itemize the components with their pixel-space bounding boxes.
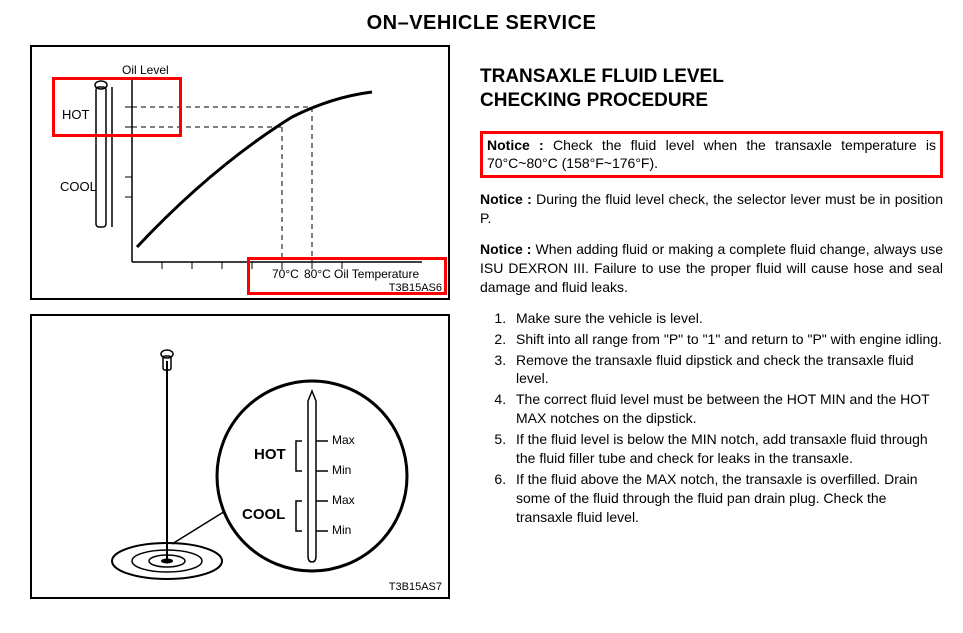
content-row: Oil Level HOT COOL 70°C 80°C Oil Tempera… <box>0 35 963 599</box>
dip-max1: Max <box>332 433 355 447</box>
notice-prefix-2: Notice : <box>480 191 532 207</box>
notice-2: Notice : During the fluid level check, t… <box>480 190 943 228</box>
highlight-hot-box <box>52 77 182 137</box>
step-4: The correct fluid level must be between … <box>510 390 943 428</box>
oil-level-label: Oil Level <box>122 63 169 77</box>
section-title: TRANSAXLE FLUID LEVEL CHECKING PROCEDURE <box>480 65 943 113</box>
dip-max2: Max <box>332 493 355 507</box>
notice-2-text: During the fluid level check, the select… <box>480 191 943 226</box>
figure-dipstick: HOT COOL Max Min Max Min T3B15AS7 <box>30 314 450 599</box>
notice-3-text: When adding fluid or making a complete f… <box>480 241 943 295</box>
figure2-code: T3B15AS7 <box>389 581 442 593</box>
notice-3: Notice : When adding fluid or making a c… <box>480 240 943 297</box>
step-1: Make sure the vehicle is level. <box>510 309 943 328</box>
text-column: TRANSAXLE FLUID LEVEL CHECKING PROCEDURE… <box>450 45 943 599</box>
section-title-l1: TRANSAXLE FLUID LEVEL <box>480 66 724 87</box>
notice-prefix-3: Notice : <box>480 241 531 257</box>
step-3: Remove the transaxle fluid dipstick and … <box>510 351 943 389</box>
cool-label: COOL <box>60 179 97 194</box>
dip-hot-label: HOT <box>254 446 286 463</box>
dipstick-svg <box>32 316 448 597</box>
notice-1-text: Check the fluid level when the transaxle… <box>487 137 936 172</box>
step-2: Shift into all range from "P" to "1" and… <box>510 330 943 349</box>
figure-oil-temp-chart: Oil Level HOT COOL 70°C 80°C Oil Tempera… <box>30 45 450 300</box>
dip-min1: Min <box>332 463 351 477</box>
dip-cool-label: COOL <box>242 506 285 523</box>
procedure-steps: Make sure the vehicle is level. Shift in… <box>480 309 943 527</box>
figures-column: Oil Level HOT COOL 70°C 80°C Oil Tempera… <box>30 45 450 599</box>
notice-prefix-1: Notice : <box>487 137 544 153</box>
dip-min2: Min <box>332 523 351 537</box>
step-6: If the fluid above the MAX notch, the tr… <box>510 470 943 527</box>
highlight-temp-box <box>247 257 447 295</box>
page-title: ON–VEHICLE SERVICE <box>0 0 963 35</box>
notice-1: Notice : Check the fluid level when the … <box>480 131 943 179</box>
step-5: If the fluid level is below the MIN notc… <box>510 430 943 468</box>
section-title-l2: CHECKING PROCEDURE <box>480 90 708 111</box>
